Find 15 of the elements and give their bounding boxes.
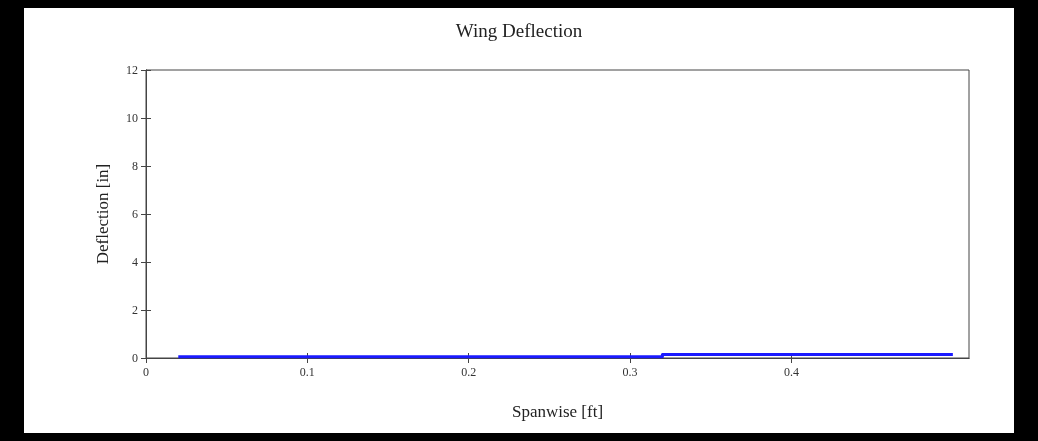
x-tick-label: 0 [143,365,149,379]
y-tick-label: 2 [132,303,138,317]
y-tick-label: 0 [132,351,138,365]
x-tick-label: 0.1 [299,365,315,379]
x-tick-label: 0.2 [461,365,477,379]
y-tick-label: 8 [132,159,138,173]
y-axis-title: Deflection [in] [93,163,112,265]
x-tick-label: 0.4 [783,365,799,379]
y-tick-label: 10 [126,111,138,125]
chart-title: Wing Deflection [455,20,583,41]
x-axis-title: Spanwise [ft] [511,402,604,421]
y-tick-label: 12 [126,63,138,77]
x-tick-label: 0.3 [622,365,638,379]
y-tick-label: 4 [132,255,138,269]
y-tick-label: 6 [132,207,138,221]
